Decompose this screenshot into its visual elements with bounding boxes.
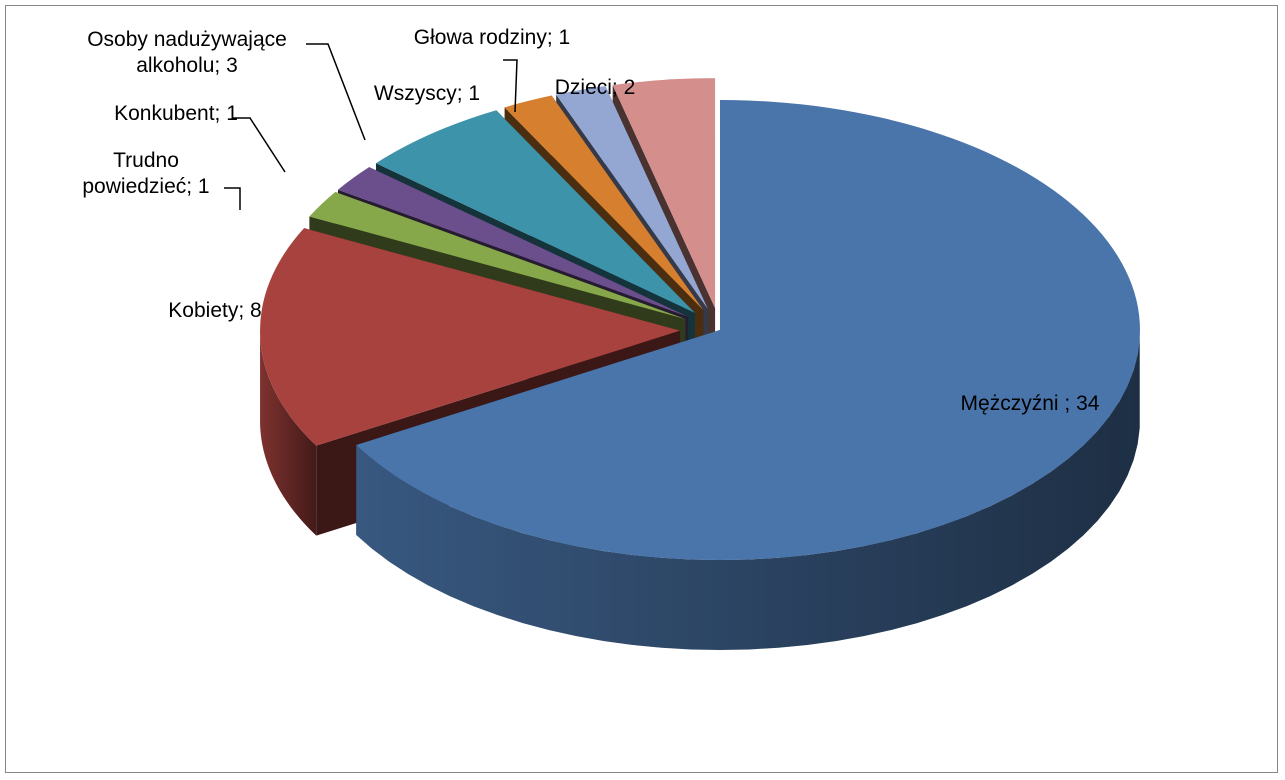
leader-line-3 [232, 117, 286, 173]
data-label-1: Kobiety; 8 [168, 299, 261, 322]
data-label-line: Osoby nadużywające [87, 28, 287, 51]
data-label-line: Kobiety; 8 [168, 299, 261, 322]
pie-slice-0 [356, 100, 1141, 650]
data-label-line: Dzieci; 2 [555, 76, 636, 99]
leader-line-4 [306, 43, 366, 141]
data-label-line: Wszyscy; 1 [374, 82, 480, 105]
data-label-4: Osoby nadużywające alkoholu; 3 [87, 28, 287, 77]
data-label-line: Głowa rodziny; 1 [414, 26, 570, 49]
leader-line-6 [503, 59, 518, 113]
data-label-5: Wszyscy; 1 [374, 82, 480, 105]
data-label-line: alkoholu; 3 [136, 54, 238, 77]
data-label-7: Dzieci; 2 [555, 76, 636, 99]
data-label-2: Trudno powiedzieć; 1 [82, 149, 209, 198]
data-label-0: Mężczyźni ; 34 [961, 392, 1100, 415]
data-label-3: Konkubent; 1 [114, 102, 238, 125]
data-label-line: Trudno [113, 149, 179, 172]
data-label-line: Konkubent; 1 [114, 102, 238, 125]
leader-line-2 [224, 187, 241, 210]
data-label-6: Głowa rodziny; 1 [414, 26, 570, 49]
data-label-line: powiedzieć; 1 [82, 175, 209, 198]
data-label-line: Mężczyźni ; 34 [961, 392, 1100, 415]
